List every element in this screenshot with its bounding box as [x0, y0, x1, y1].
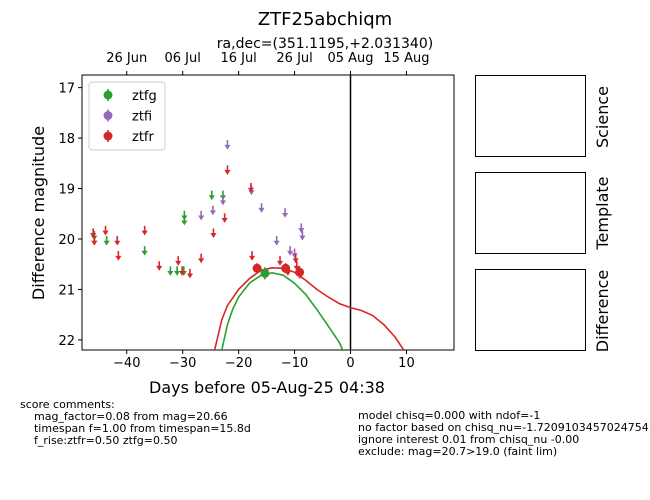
upper-limit-marker [221, 213, 228, 223]
upper-limit-marker [167, 266, 174, 276]
template-label: Template [593, 176, 612, 250]
upper-limit-marker [90, 228, 97, 238]
x-tick-label: 0 [346, 356, 354, 371]
upper-limit-marker [102, 225, 109, 236]
upper-limit-marker [198, 210, 205, 221]
top-tick-label: 15 Aug [383, 51, 429, 66]
upper-limit-marker [292, 253, 299, 264]
upper-limit-marker [198, 253, 205, 264]
plot-area: −40 −30 −20 −10 0 10 17 18 19 20 21 22 26 Jun 06 Jul 1… [58, 51, 455, 371]
upper-limit-marker [299, 230, 306, 241]
model-curve [213, 266, 405, 350]
model-curve [221, 271, 344, 350]
upper-limit-marker [181, 215, 188, 226]
science-label: Science [593, 85, 612, 149]
upper-limit-marker [141, 246, 148, 256]
upper-limit-marker [174, 266, 181, 276]
x-tick-label: −30 [169, 356, 196, 371]
upper-limit-marker [273, 235, 280, 246]
difference-image-panel [475, 269, 586, 351]
legend-item: ztfr [103, 130, 154, 145]
legend-item: ztfi [103, 109, 152, 125]
upper-limit-marker [156, 261, 163, 271]
y-tick-label: 20 [58, 233, 75, 248]
template-image-panel [475, 172, 586, 254]
top-tick-label: 26 Jul [276, 51, 312, 66]
y-tick-label: 19 [58, 183, 75, 198]
y-tick-label: 18 [58, 132, 75, 147]
plot-contents [90, 75, 405, 350]
y-axis-label: Difference magnitude [29, 126, 48, 300]
upper-limit-marker [186, 268, 194, 279]
upper-limit-marker [114, 235, 121, 246]
upper-limit-marker [287, 246, 294, 256]
plot-frame [81, 74, 455, 351]
legend-label: ztfi [132, 110, 152, 125]
upper-limit-marker [298, 223, 305, 233]
y-tick-label: 21 [58, 283, 75, 298]
upper-limit-marker [91, 235, 98, 246]
detection-point [252, 263, 262, 274]
upper-limit-marker [175, 256, 182, 266]
model-comments: model chisq=0.000 with ndof=-1 no factor… [358, 409, 649, 458]
upper-limit-marker [258, 203, 265, 213]
upper-limit-marker [219, 195, 227, 206]
detection-point [281, 263, 291, 274]
x-tick-label: −20 [225, 356, 252, 371]
upper-limit-marker [247, 183, 254, 193]
top-tick-label: 06 Jul [165, 51, 201, 66]
detection-point [260, 267, 270, 280]
chart-title: ZTF25abchiqm [258, 9, 392, 30]
upper-limit-marker [141, 225, 148, 236]
legend-label: ztfg [132, 89, 157, 104]
upper-limit-marker [209, 205, 216, 216]
detection-point [295, 266, 305, 279]
upper-limit-marker [179, 266, 186, 276]
top-tick-label: 05 Aug [327, 51, 373, 66]
upper-limit-marker [276, 256, 284, 266]
upper-limit-marker [224, 165, 231, 175]
x-tick-label: −40 [113, 356, 140, 371]
x-tick-label: −10 [281, 356, 308, 371]
upper-limit-marker [103, 235, 110, 246]
x-axis-label: Days before 05-Aug-25 04:38 [149, 378, 385, 397]
science-image-panel [475, 75, 586, 157]
legend-label: ztfr [132, 130, 154, 145]
chart-subtitle: ra,dec=(351.1195,+2.031340) [217, 36, 433, 52]
top-tick-label: 26 Jun [106, 51, 147, 66]
top-tick-label: 16 Jul [220, 51, 256, 66]
upper-limit-marker [249, 251, 256, 261]
upper-limit-marker [115, 251, 122, 261]
legend-item: ztfg [103, 89, 157, 104]
x-tick-label: 10 [398, 356, 415, 371]
upper-limit-marker [208, 190, 215, 201]
y-tick-label: 17 [58, 82, 75, 97]
score-comments: score comments: mag_factor=0.08 from mag… [20, 398, 251, 447]
difference-label: Difference [593, 269, 612, 353]
upper-limit-marker [210, 228, 217, 238]
upper-limit-marker [282, 208, 289, 218]
upper-limit-marker [224, 140, 231, 150]
y-tick-label: 22 [58, 334, 75, 349]
legend: ztfg ztfi ztfr [88, 81, 166, 151]
